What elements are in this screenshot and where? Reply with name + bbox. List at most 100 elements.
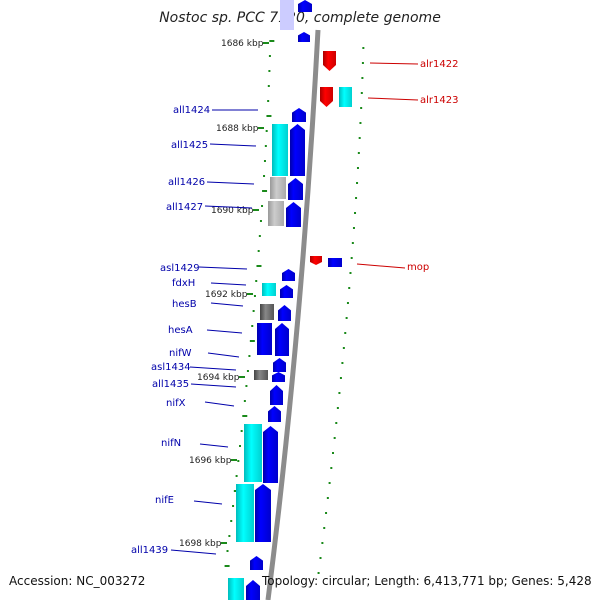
tick-mark [268, 55, 271, 57]
gene-arrow [273, 358, 286, 372]
tick-mark [232, 505, 235, 507]
leader-line [189, 366, 237, 371]
tick-mark [349, 272, 352, 274]
gene-arrow [250, 556, 263, 570]
gene-arrow [298, 32, 310, 42]
tick-mark [339, 377, 342, 379]
tick-mark [224, 565, 230, 567]
tick-mark [246, 370, 249, 372]
tick-mark [264, 145, 267, 147]
tick-mark [359, 122, 362, 124]
tick-mark [242, 415, 248, 417]
tick-mark [268, 70, 271, 72]
tick-mark [319, 557, 322, 559]
gene-label-mop: mop [407, 262, 429, 273]
gene-arrow [288, 178, 303, 200]
gene-label-nifE: nifE [155, 495, 174, 506]
tick-mark [263, 175, 266, 177]
gene-arrow [255, 484, 271, 542]
tick-mark [342, 347, 345, 349]
gene-arrow [286, 202, 301, 227]
feature-block [328, 258, 342, 267]
kbp-tick [239, 376, 245, 378]
tick-mark [235, 475, 238, 477]
tick-mark [358, 137, 361, 139]
gene-arrow [298, 0, 312, 12]
tick-mark [362, 47, 365, 49]
tick-mark [352, 227, 355, 229]
gene-arrow [320, 87, 333, 107]
gene-arrow [270, 385, 283, 405]
gene-arrow [282, 269, 295, 281]
feature-block [268, 201, 284, 226]
tick-mark [338, 392, 341, 394]
gene-label-asl1429: asl1429 [160, 263, 200, 274]
leader-line [170, 549, 217, 555]
tick-mark [321, 542, 324, 544]
tick-mark [237, 460, 240, 462]
gene-arrow [310, 256, 322, 265]
feature-block [254, 370, 268, 380]
gene-label-fdxH: fdxH [172, 278, 195, 289]
tick-mark [267, 100, 270, 102]
title: Nostoc sp. PCC 7120, complete genome [159, 10, 441, 26]
leader-line [204, 401, 235, 407]
tick-mark [350, 257, 353, 259]
accession-label: Accession: NC_003272 [9, 574, 146, 588]
tick-mark [263, 160, 266, 162]
tick-mark [356, 167, 359, 169]
kbp-tick [221, 542, 227, 544]
tick-mark [261, 205, 264, 207]
gene-arrow [263, 426, 278, 483]
tick-mark [332, 452, 335, 454]
kbp-tick [247, 293, 253, 295]
gene-label-nifW: nifW [169, 348, 192, 359]
tick-mark [330, 467, 333, 469]
tick-mark [356, 182, 359, 184]
tick-mark [336, 407, 339, 409]
leader-line [207, 352, 240, 358]
gene-label-all1424: all1424 [173, 105, 210, 116]
kbp-labels: 1686 kbp 1688 kbp 1690 kbp 1692 kbp 1694 kbp… [179, 39, 269, 549]
tick-mark [249, 340, 255, 342]
tick-mark [317, 572, 320, 574]
gene-arrow [268, 406, 281, 422]
feature-block [262, 283, 276, 296]
kbp-tick [231, 459, 237, 461]
tick-mark [333, 437, 336, 439]
tick-mark [253, 295, 256, 297]
tick-mark [226, 550, 229, 552]
features [228, 0, 352, 600]
gene-label-hesB: hesB [172, 299, 197, 310]
tick-mark [258, 235, 261, 237]
genome-summary: Topology: circular; Length: 6,413,771 bp… [262, 574, 592, 588]
gene-label-nifN: nifN [161, 438, 181, 449]
tick-mark [351, 242, 354, 244]
gene-label-all1426: all1426 [168, 177, 205, 188]
kbp-label: 1694 kbp [197, 373, 240, 383]
tick-mark [251, 325, 254, 327]
tick-mark [259, 220, 262, 222]
feature-block [236, 484, 254, 542]
tick-mark [269, 40, 275, 42]
gene-labels: all1424 all1425 all1426 all1427 asl1429 fdxH h… [131, 59, 458, 556]
gene-arrow [246, 580, 260, 600]
tick-mark [357, 152, 360, 154]
tick-mark [360, 92, 363, 94]
leader-line [206, 329, 243, 334]
kbp-label: 1698 kbp [179, 539, 222, 549]
genome-backbone [265, 29, 321, 600]
kbp-label: 1696 kbp [189, 456, 232, 466]
leader-line [210, 302, 244, 307]
leader-line [369, 62, 419, 65]
tick-mark [243, 400, 246, 402]
gene-label-hesA: hesA [168, 325, 193, 336]
leader-line [193, 500, 223, 505]
gene-label-all1439: all1439 [131, 545, 168, 556]
tick-mark [245, 385, 248, 387]
tick-mark [346, 302, 349, 304]
feature-block [228, 578, 244, 600]
kbp-tick [253, 209, 259, 211]
feature-block [257, 323, 272, 355]
tick-mark [255, 280, 258, 282]
